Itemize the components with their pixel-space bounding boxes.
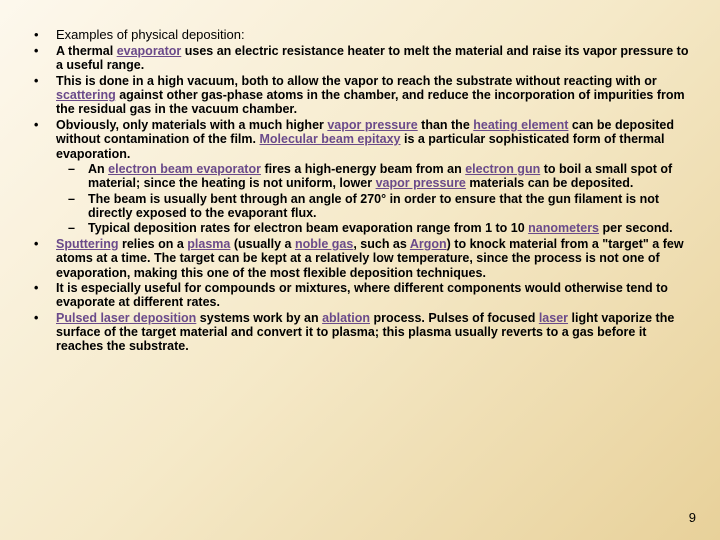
link-text[interactable]: vapor pressure <box>327 118 417 132</box>
page-number: 9 <box>689 511 696 526</box>
link-text[interactable]: Argon <box>410 237 447 251</box>
link-text[interactable]: ablation <box>322 311 370 325</box>
list-item: Examples of physical deposition: <box>28 28 692 43</box>
link-text[interactable]: Pulsed laser deposition <box>56 311 196 325</box>
link-text[interactable]: scattering <box>56 88 116 102</box>
text-run: thermal <box>68 44 117 58</box>
sub-list-item: Typical deposition rates for electron be… <box>56 221 692 235</box>
sub-list-item: An electron beam evaporator fires a high… <box>56 162 692 191</box>
text-run: materials can be deposited. <box>466 176 633 190</box>
link-text[interactable]: electron beam evaporator <box>108 162 261 176</box>
text-run: , such as <box>353 237 410 251</box>
text-run: Typical deposition rates for electron be… <box>88 221 528 235</box>
sub-list: An electron beam evaporator fires a high… <box>56 162 692 236</box>
sub-list-item: The beam is usually bent through an angl… <box>56 192 692 221</box>
text-run: than the <box>418 118 474 132</box>
text-run: Examples of physical deposition: <box>56 27 245 42</box>
text-run: A <box>56 44 68 58</box>
text-run: per second. <box>599 221 673 235</box>
link-text[interactable]: Sputtering <box>56 237 119 251</box>
link-text[interactable]: laser <box>539 311 568 325</box>
link-text[interactable]: Molecular beam epitaxy <box>259 132 400 146</box>
list-item: It is especially useful for compounds or… <box>28 281 692 310</box>
list-item: Sputtering relies on a plasma (usually a… <box>28 237 692 280</box>
link-text[interactable]: electron gun <box>465 162 540 176</box>
text-run: It is especially useful for compounds or… <box>56 281 668 309</box>
text-run: This is done in a high vacuum, both to a… <box>56 74 657 88</box>
link-text[interactable]: plasma <box>187 237 230 251</box>
list-item: Obviously, only materials with a much hi… <box>28 118 692 236</box>
link-text[interactable]: heating element <box>473 118 568 132</box>
list-item: A thermal evaporator uses an electric re… <box>28 44 692 73</box>
text-run: (usually a <box>230 237 295 251</box>
text-run: fires a high-energy beam from an <box>261 162 465 176</box>
list-item: Pulsed laser deposition systems work by … <box>28 311 692 354</box>
link-text[interactable]: evaporator <box>117 44 182 58</box>
text-run: The beam is usually bent through an angl… <box>88 192 659 220</box>
text-run: process. Pulses of focused <box>370 311 539 325</box>
text-run: systems work by an <box>196 311 322 325</box>
link-text[interactable]: noble gas <box>295 237 353 251</box>
link-text[interactable]: vapor pressure <box>376 176 466 190</box>
text-run: relies on a <box>119 237 188 251</box>
text-run: An <box>88 162 108 176</box>
link-text[interactable]: nanometers <box>528 221 599 235</box>
text-run: Obviously, only materials with a much hi… <box>56 118 327 132</box>
list-item: This is done in a high vacuum, both to a… <box>28 74 692 117</box>
bullet-list: Examples of physical deposition: A therma… <box>28 28 692 354</box>
text-run: against other gas-phase atoms in the cha… <box>56 88 685 116</box>
